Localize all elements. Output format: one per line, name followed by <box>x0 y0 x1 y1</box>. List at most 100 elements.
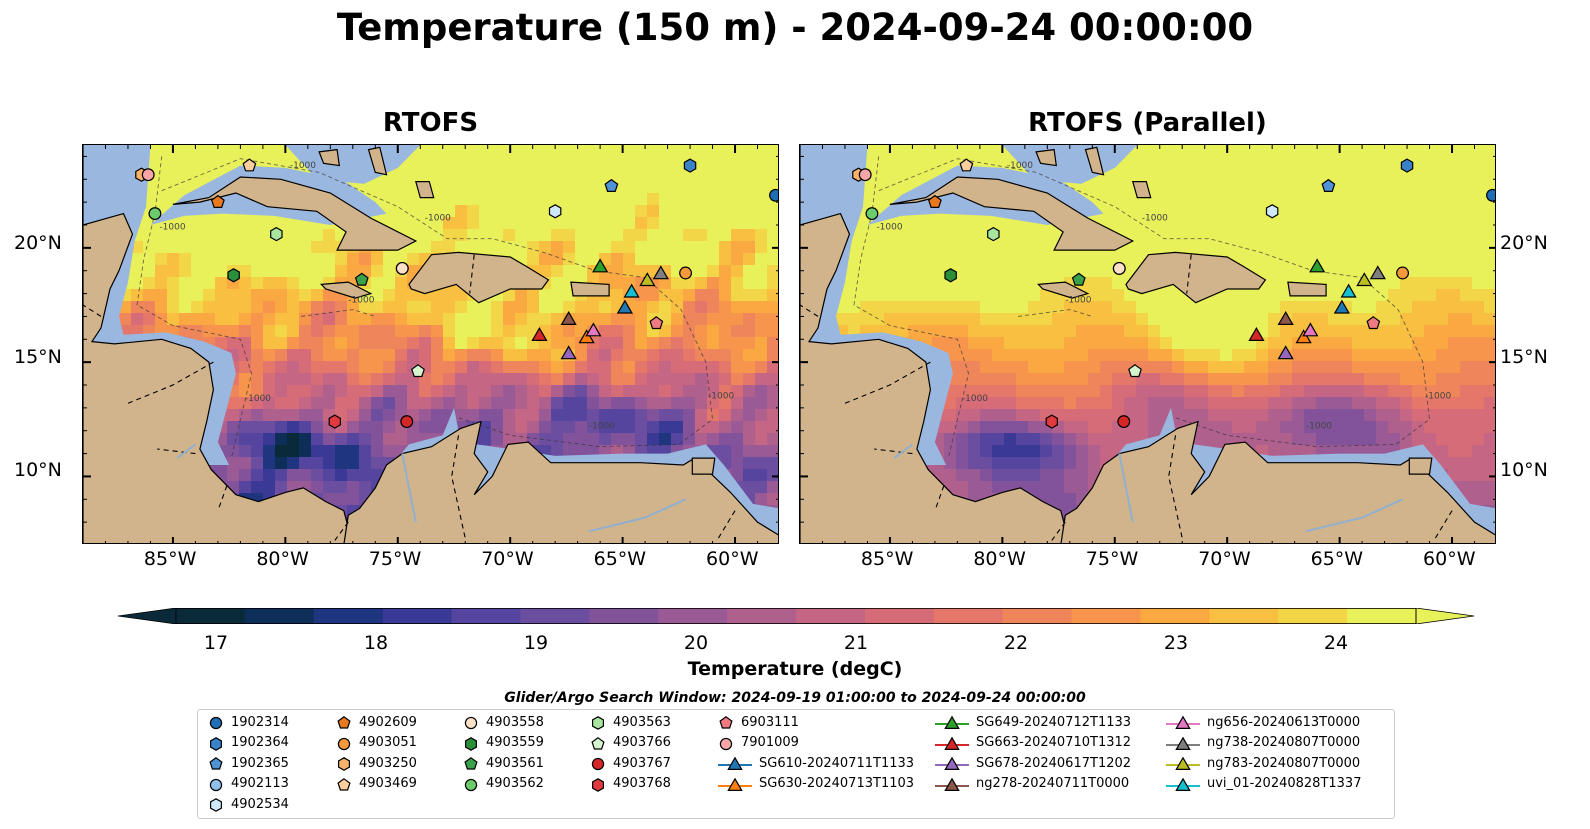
legend-marker-4903767[interactable] <box>591 758 605 771</box>
map-panel-rtofs-parallel[interactable]: -1000 -1000 -1000 -1000 -1000 -1000 -1000 <box>799 144 1496 544</box>
legend-label: 6903111 <box>741 714 799 730</box>
legend-item: 4903562 <box>463 774 544 794</box>
river <box>1118 453 1134 523</box>
legend-item: 4903766 <box>590 733 671 753</box>
marker-1902314[interactable] <box>1486 188 1496 202</box>
marker-ng738-20240807T0000[interactable] <box>1369 265 1386 280</box>
marker-4903766[interactable] <box>1128 364 1142 378</box>
marker-4903469[interactable] <box>242 158 257 172</box>
legend-marker-4903562[interactable] <box>464 778 478 791</box>
contour-label: -1000 <box>1142 213 1168 223</box>
marker-SG610-20240711T1133[interactable] <box>1333 299 1350 314</box>
marker-4903562[interactable] <box>865 207 879 221</box>
marker-uvi_01-20240828T1337[interactable] <box>623 283 640 298</box>
land-bahamasA <box>318 148 341 167</box>
marker-SG649-20240712T1133[interactable] <box>592 258 609 273</box>
marker-4903563[interactable] <box>987 226 1000 242</box>
marker-SG678-20240617T1202[interactable] <box>560 345 577 360</box>
marker-ng738-20240807T0000[interactable] <box>652 265 669 280</box>
marker-ng278-20240711T0000[interactable] <box>560 311 577 325</box>
marker-4903768[interactable] <box>1045 414 1058 429</box>
marker-4903469[interactable] <box>959 158 974 172</box>
legend-marker-4902534[interactable] <box>209 798 222 813</box>
marker-4903051[interactable] <box>679 266 693 280</box>
marker-4903767[interactable] <box>1117 415 1131 429</box>
legend-marker-4902609[interactable] <box>337 716 351 729</box>
marker-4903051[interactable] <box>1396 266 1410 280</box>
marker-ng783-20240807T0000[interactable] <box>1356 272 1373 287</box>
legend-marker-SG610-20240711T1133[interactable] <box>727 756 743 771</box>
legend-marker-4903051[interactable] <box>337 737 351 750</box>
legend-marker-6903111[interactable] <box>719 716 733 729</box>
marker-1902364[interactable] <box>1400 158 1414 173</box>
legend-marker-1902314[interactable] <box>209 716 223 730</box>
legend-marker-ng738-20240807T0000[interactable] <box>1175 736 1191 750</box>
marker-4903559[interactable] <box>227 268 240 283</box>
marker-4903766[interactable] <box>411 364 425 378</box>
marker-SG678-20240617T1202[interactable] <box>1277 345 1294 360</box>
marker-SG630-20240713T1103[interactable] <box>578 329 595 344</box>
legend-marker-4903561[interactable] <box>464 757 478 770</box>
legend-marker-uvi_01-20240828T1337[interactable] <box>1175 777 1191 791</box>
legend-marker-ng656-20240613T0000[interactable] <box>1175 715 1191 729</box>
marker-uvi_01-20240828T1337[interactable] <box>1340 283 1357 298</box>
marker-4903561[interactable] <box>1071 272 1086 286</box>
marker-4903563[interactable] <box>270 226 283 242</box>
legend-marker-4903563[interactable] <box>591 716 604 730</box>
legend-marker-4903250[interactable] <box>337 757 350 772</box>
marker-4903767[interactable] <box>400 415 414 429</box>
marker-4903558[interactable] <box>395 261 409 275</box>
legend-marker-4903768[interactable] <box>591 777 604 792</box>
land-bahamasC <box>415 180 435 199</box>
marker-4902609[interactable] <box>210 194 225 209</box>
map-panel-rtofs[interactable]: -1000 -1000 -1000 -1000 -1000 -1000 -1000 <box>82 144 779 544</box>
marker-4903558[interactable] <box>1112 261 1126 275</box>
colorbar-tick-22: 22 <box>1003 632 1029 654</box>
marker-1902364[interactable] <box>683 158 697 173</box>
legend-marker-4903559[interactable] <box>464 736 477 751</box>
contour-label: -1000 <box>290 161 316 171</box>
legend-label: 4903766 <box>613 735 671 751</box>
marker-1902365[interactable] <box>604 178 619 193</box>
legend-marker-ng783-20240807T0000[interactable] <box>1175 756 1191 771</box>
marker-ng278-20240711T0000[interactable] <box>1277 311 1294 325</box>
marker-4903562[interactable] <box>148 207 162 221</box>
marker-ng656-20240613T0000[interactable] <box>585 322 602 337</box>
legend-marker-SG649-20240712T1133[interactable] <box>944 715 960 729</box>
marker-4903561[interactable] <box>354 272 369 286</box>
legend-marker-1902365[interactable] <box>209 757 223 770</box>
legend-marker-4902113[interactable] <box>209 778 223 791</box>
marker-7901009[interactable] <box>141 168 155 182</box>
marker-4902609[interactable] <box>927 194 942 209</box>
marker-1902365[interactable] <box>1321 178 1336 193</box>
marker-ng656-20240613T0000[interactable] <box>1302 322 1319 337</box>
marker-7901009[interactable] <box>858 168 872 182</box>
marker-4903559[interactable] <box>944 268 957 283</box>
marker-SG610-20240711T1133[interactable] <box>616 299 633 314</box>
marker-SG663-20240710T1312[interactable] <box>1248 327 1265 341</box>
legend-marker-SG663-20240710T1312[interactable] <box>944 736 960 750</box>
legend-marker-ng278-20240711T0000[interactable] <box>944 777 960 791</box>
legend-marker-SG630-20240713T1103[interactable] <box>727 777 743 791</box>
marker-4903768[interactable] <box>328 414 341 429</box>
country-border <box>157 448 196 455</box>
marker-4902534[interactable] <box>548 204 562 219</box>
legend-marker-1902364[interactable] <box>209 736 222 751</box>
land-bahamasA <box>1035 148 1058 167</box>
legend-marker-4903558[interactable] <box>464 716 478 730</box>
marker-1902314[interactable] <box>769 188 779 202</box>
contour-label: -1000 <box>425 213 451 223</box>
legend-marker-7901009[interactable] <box>719 737 733 750</box>
legend-marker-4903469[interactable] <box>337 777 351 791</box>
marker-SG663-20240710T1312[interactable] <box>531 327 548 341</box>
marker-6903111[interactable] <box>1366 316 1381 330</box>
legend-label: 4903051 <box>359 735 417 751</box>
marker-SG649-20240712T1133[interactable] <box>1309 258 1326 273</box>
lon-label-left-75: 75°W <box>368 548 422 570</box>
marker-SG630-20240713T1103[interactable] <box>1295 329 1312 344</box>
legend-marker-4903766[interactable] <box>591 736 605 750</box>
marker-ng783-20240807T0000[interactable] <box>639 272 656 287</box>
marker-4902534[interactable] <box>1265 204 1279 219</box>
legend-marker-SG678-20240617T1202[interactable] <box>944 756 960 771</box>
marker-6903111[interactable] <box>649 316 664 330</box>
